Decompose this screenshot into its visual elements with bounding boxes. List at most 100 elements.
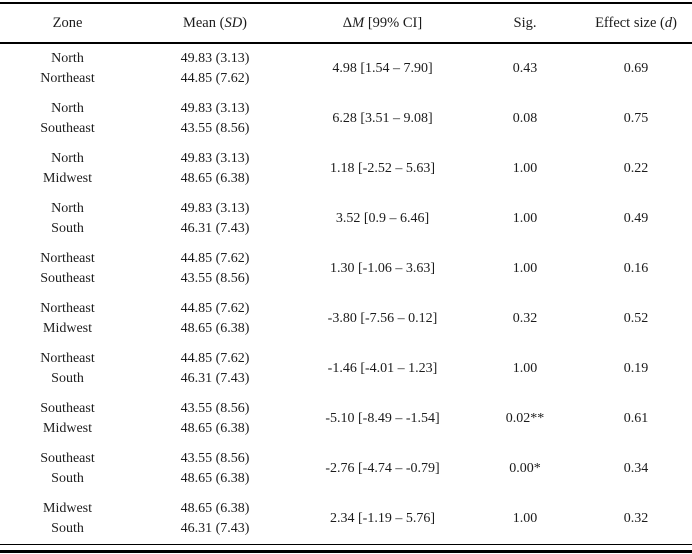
delta-header-suffix: [99% CI] <box>364 14 423 31</box>
zone-line-2: Midwest <box>43 321 92 336</box>
mean-line-1: 43.55 (8.56) <box>180 451 250 466</box>
mean-cell: 49.83 (3.13) 44.85 (7.62) <box>135 43 295 94</box>
mean-cell: 48.65 (6.38) 46.31 (7.43) <box>135 494 295 545</box>
mean-line-1: 44.85 (7.62) <box>180 251 250 266</box>
table-row: Northeast South 44.85 (7.62) 46.31 (7.43) … <box>0 344 692 394</box>
table-row: North Northeast 49.83 (3.13) 44.85 (7.62) … <box>0 43 692 94</box>
mean-line-2: 46.31 (7.43) <box>180 371 250 386</box>
effect-size-cell: 0.61 <box>623 411 649 426</box>
delta-ci-cell: -1.46 [-4.01 – 1.23] <box>327 361 438 376</box>
zone-line-1: Northeast <box>40 301 95 316</box>
delta-ci-cell: -2.76 [-4.74 – -0.79] <box>325 461 440 476</box>
zone-cell: Midwest South <box>0 494 135 545</box>
sig-cell: 0.02** <box>505 411 545 426</box>
effect-header-d: d <box>664 14 673 31</box>
effect-size-cell: 0.69 <box>623 61 649 76</box>
delta-ci-cell: 2.34 [-1.19 – 5.76] <box>330 511 435 526</box>
sig-cell: 1.00 <box>512 261 538 276</box>
sig-cell: 0.43 <box>512 61 538 76</box>
zone-line-1: Southeast <box>40 451 95 466</box>
zone-line-2: Midwest <box>43 171 92 186</box>
delta-ci-cell: 4.98 [1.54 – 7.90] <box>332 61 433 76</box>
mean-cell: 49.83 (3.13) 48.65 (6.38) <box>135 144 295 194</box>
delta-ci-cell: -5.10 [-8.49 – -1.54] <box>325 411 440 426</box>
zone-line-2: South <box>51 471 84 486</box>
zone-cell: Northeast South <box>0 344 135 394</box>
mean-cell: 44.85 (7.62) 46.31 (7.43) <box>135 344 295 394</box>
zone-line-1: North <box>51 51 84 66</box>
effect-size-cell: 0.19 <box>623 361 649 376</box>
zone-line-2: South <box>51 521 84 536</box>
sig-cell: 1.00 <box>512 161 538 176</box>
mean-line-2: 44.85 (7.62) <box>180 71 250 86</box>
zone-cell: North Northeast <box>0 43 135 94</box>
delta-ci-cell: 1.30 [-1.06 – 3.63] <box>330 261 435 276</box>
delta-header-prefix: Δ <box>342 14 353 31</box>
mean-cell: 44.85 (7.62) 48.65 (6.38) <box>135 294 295 344</box>
table-row: North Southeast 49.83 (3.13) 43.55 (8.56) … <box>0 94 692 144</box>
mean-header-sd: SD <box>224 14 243 31</box>
mean-line-1: 48.65 (6.38) <box>180 501 250 516</box>
mean-line-2: 46.31 (7.43) <box>180 221 250 236</box>
mean-line-2: 46.31 (7.43) <box>180 521 250 536</box>
mean-line-2: 48.65 (6.38) <box>180 171 250 186</box>
zone-line-1: Midwest <box>43 501 92 516</box>
effect-header-suffix: ) <box>672 14 677 31</box>
mean-cell: 49.83 (3.13) 43.55 (8.56) <box>135 94 295 144</box>
mean-cell: 43.55 (8.56) 48.65 (6.38) <box>135 394 295 444</box>
delta-ci-cell: 6.28 [3.51 – 9.08] <box>332 111 433 126</box>
zone-line-2: Southeast <box>40 121 95 136</box>
delta-header-m: M <box>352 14 365 31</box>
effect-header-prefix: Effect size ( <box>595 14 665 31</box>
effect-size-cell: 0.75 <box>623 111 649 126</box>
table-body: North Northeast 49.83 (3.13) 44.85 (7.62) … <box>0 43 692 545</box>
mean-cell: 43.55 (8.56) 48.65 (6.38) <box>135 444 295 494</box>
mean-line-2: 48.65 (6.38) <box>180 321 250 336</box>
table-row: Midwest South 48.65 (6.38) 46.31 (7.43) 2.… <box>0 494 692 545</box>
zone-line-2: Northeast <box>40 71 95 86</box>
zone-line-1: Southeast <box>40 401 95 416</box>
table-row: Southeast Midwest 43.55 (8.56) 48.65 (6.38… <box>0 394 692 444</box>
mean-line-1: 49.83 (3.13) <box>180 151 250 166</box>
table-header: Zone Mean (SD) ΔM [99% CI] Sig. Effect s… <box>0 3 692 44</box>
mean-line-1: 44.85 (7.62) <box>180 351 250 366</box>
table-row: Southeast South 43.55 (8.56) 48.65 (6.38) … <box>0 444 692 494</box>
table-row: North South 49.83 (3.13) 46.31 (7.43) 3.52… <box>0 194 692 244</box>
effect-size-cell: 0.22 <box>623 161 649 176</box>
effect-size-cell: 0.49 <box>623 211 649 226</box>
zone-cell: Southeast Midwest <box>0 394 135 444</box>
mean-line-1: 44.85 (7.62) <box>180 301 250 316</box>
sig-cell: 0.00* <box>509 461 541 476</box>
mean-line-2: 43.55 (8.56) <box>180 121 250 136</box>
zone-line-2: South <box>51 371 84 386</box>
zone-cell: North Southeast <box>0 94 135 144</box>
col-header-mean-sd: Mean (SD) <box>135 3 295 44</box>
mean-line-2: 48.65 (6.38) <box>180 421 250 436</box>
effect-size-cell: 0.34 <box>623 461 649 476</box>
sig-cell: 0.32 <box>512 311 538 326</box>
sig-cell: 0.08 <box>512 111 538 126</box>
col-header-sig: Sig. <box>470 3 580 44</box>
col-header-delta-m-ci: ΔM [99% CI] <box>295 3 470 44</box>
zone-line-2: Southeast <box>40 271 95 286</box>
effect-size-cell: 0.52 <box>623 311 649 326</box>
zone-cell: Southeast South <box>0 444 135 494</box>
zone-line-1: Northeast <box>40 351 95 366</box>
sig-cell: 1.00 <box>512 361 538 376</box>
mean-line-1: 49.83 (3.13) <box>180 201 250 216</box>
table-row: Northeast Southeast 44.85 (7.62) 43.55 (8.… <box>0 244 692 294</box>
zone-line-1: North <box>51 151 84 166</box>
header-row: Zone Mean (SD) ΔM [99% CI] Sig. Effect s… <box>0 3 692 44</box>
table-row: Northeast Midwest 44.85 (7.62) 48.65 (6.38… <box>0 294 692 344</box>
mean-header-prefix: Mean ( <box>182 14 225 31</box>
mean-line-1: 49.83 (3.13) <box>180 51 250 66</box>
zone-line-1: North <box>51 101 84 116</box>
effect-size-cell: 0.32 <box>623 511 649 526</box>
zone-cell: Northeast Midwest <box>0 294 135 344</box>
delta-ci-cell: -3.80 [-7.56 – 0.12] <box>327 311 438 326</box>
zone-line-2: Midwest <box>43 421 92 436</box>
mean-cell: 49.83 (3.13) 46.31 (7.43) <box>135 194 295 244</box>
col-header-effect-size: Effect size (d) <box>580 3 692 44</box>
